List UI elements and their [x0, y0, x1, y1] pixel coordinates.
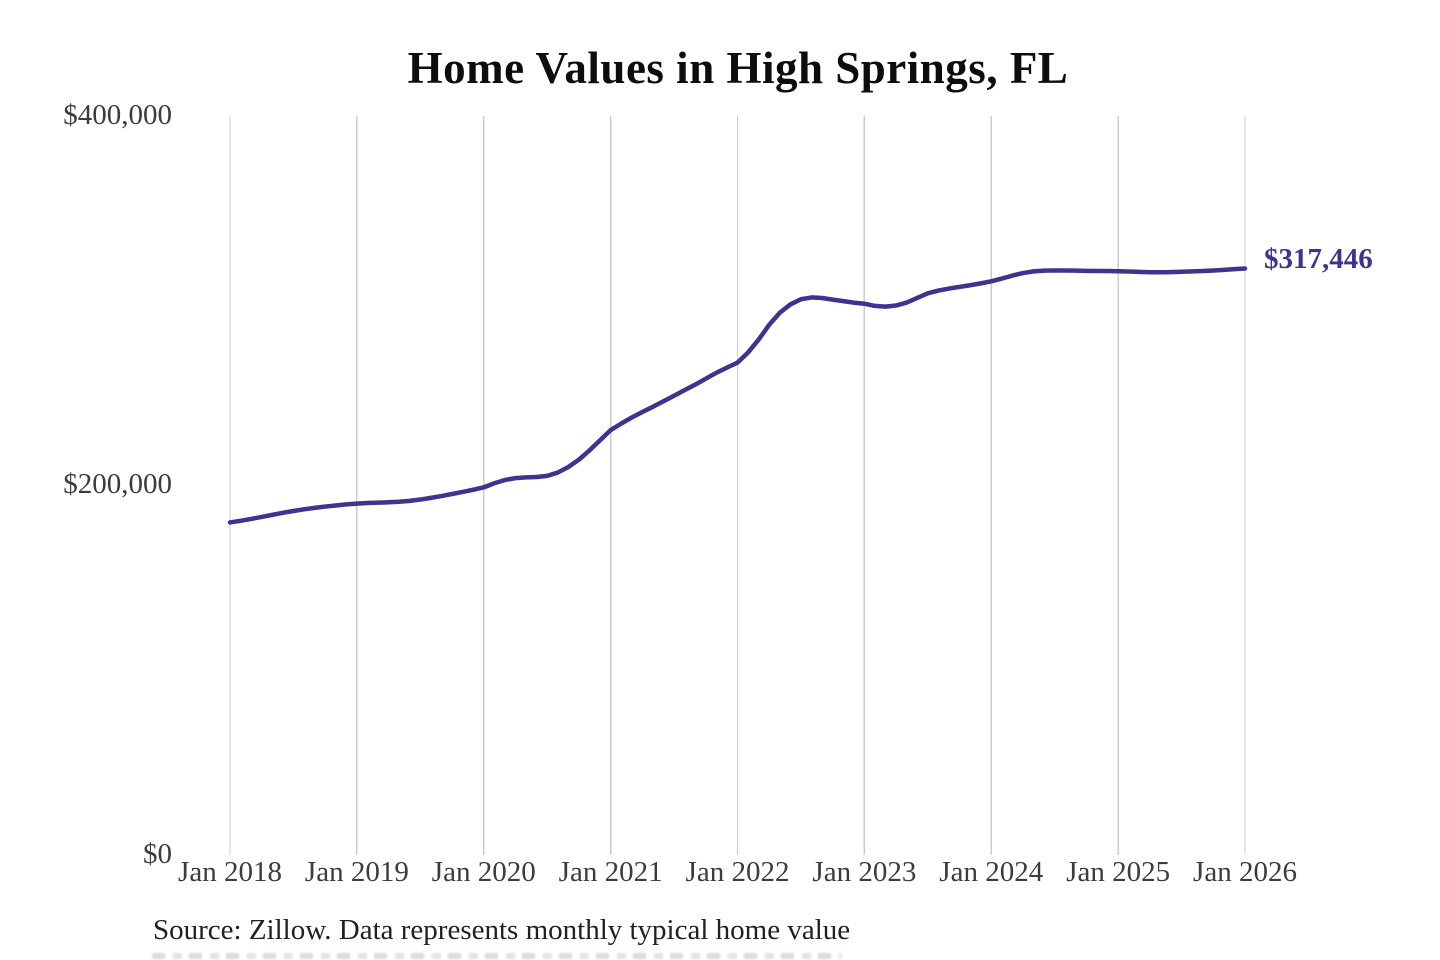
x-axis-tick-jan-2024: Jan 2024	[939, 856, 1044, 888]
x-axis-tick-jan-2023: Jan 2023	[812, 856, 917, 888]
x-axis-tick-jan-2022: Jan 2022	[685, 856, 790, 888]
y-axis-tick-400000: $400,000	[63, 99, 172, 131]
x-axis-tick-jan-2020: Jan 2020	[431, 856, 536, 888]
x-axis-tick-jan-2026: Jan 2026	[1193, 856, 1297, 888]
x-axis-tick-jan-2025: Jan 2025	[1066, 856, 1171, 888]
y-axis-tick-0: $0	[143, 838, 172, 870]
cropped-text-row	[152, 953, 842, 959]
y-axis-tick-200000: $200,000	[63, 468, 172, 500]
chart-title: Home Values in High Springs, FL	[407, 43, 1069, 93]
x-axis-tick-jan-2021: Jan 2021	[558, 856, 663, 888]
x-axis-tick-jan-2019: Jan 2019	[304, 856, 409, 888]
home-value-line	[227, 266, 1248, 525]
x-axis-tick-jan-2018: Jan 2018	[178, 856, 282, 888]
latest-value-label: $317,446	[1264, 243, 1373, 275]
source-attribution: Source: Zillow. Data represents monthly …	[153, 914, 851, 946]
